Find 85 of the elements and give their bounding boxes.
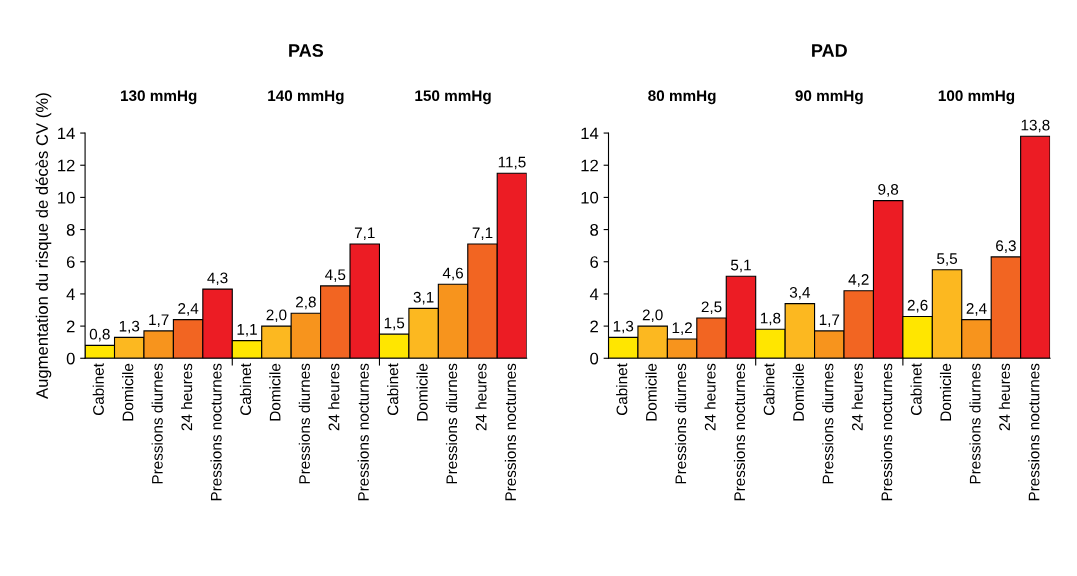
y-tick-label: 2 xyxy=(590,320,598,333)
data-label: 9,8 xyxy=(878,184,899,197)
y-tick-label: 2 xyxy=(66,320,75,333)
data-label: 5,5 xyxy=(937,253,958,266)
data-label: 2,5 xyxy=(701,301,722,315)
x-tick-label: Cabinet xyxy=(92,363,104,416)
x-tick-label: 24 heures xyxy=(328,363,340,431)
x-tick-label: Cabinet xyxy=(387,363,399,416)
x-tick-label: Pressions diurnes xyxy=(969,363,981,484)
chart-title: PAD xyxy=(812,44,847,57)
y-tick-label: 0 xyxy=(66,352,75,365)
y-tick-label: 0 xyxy=(590,352,599,365)
data-label: 0,8 xyxy=(89,328,110,342)
data-label: 2,4 xyxy=(966,303,987,316)
x-tick-label: Cabinet xyxy=(239,363,252,416)
data-label: 2,0 xyxy=(642,309,663,323)
x-tick-label: Domicile xyxy=(939,363,952,421)
y-tick-label: 4 xyxy=(589,288,599,300)
y-tick-label: 14 xyxy=(58,127,75,140)
data-label: 4,2 xyxy=(848,274,869,287)
x-tick-label: 24 heures xyxy=(851,363,863,431)
x-tick-label: Domicile xyxy=(792,363,804,421)
x-tick-label: Pressions diurnes xyxy=(445,363,458,484)
y-tick-label: 4 xyxy=(66,288,75,300)
y-tick-label: 14 xyxy=(581,127,599,140)
x-tick-label: Pressions nocturnes xyxy=(1028,363,1040,501)
data-label: 4,3 xyxy=(207,272,228,286)
x-tick-label: Pressions diurnes xyxy=(151,363,163,484)
text: 100 mmHg xyxy=(938,90,1015,105)
data-label: 1,8 xyxy=(760,312,781,326)
y-tick-label: 12 xyxy=(58,159,75,172)
x-tick-label: 24 heures xyxy=(475,363,487,431)
x-tick-label: Cabinet xyxy=(616,363,628,416)
data-label: 7,1 xyxy=(472,227,493,241)
data-label: 2,0 xyxy=(266,309,287,323)
x-tick-label: Cabinet xyxy=(763,363,775,416)
x-tick-label: Pressions nocturnes xyxy=(504,363,517,501)
data-label: 1,7 xyxy=(819,314,840,327)
y-tick-label: 6 xyxy=(590,256,599,268)
data-label: 1,1 xyxy=(237,324,257,337)
data-label: 2,4 xyxy=(178,303,199,316)
data-label: 2,6 xyxy=(907,299,928,313)
data-label: 7,1 xyxy=(354,227,375,241)
y-tick-label: 8 xyxy=(590,223,599,236)
data-label: 4,6 xyxy=(442,267,464,281)
data-label: 3,1 xyxy=(413,291,434,305)
x-tick-label: 24 heures xyxy=(998,363,1011,431)
data-label: 13,8 xyxy=(1021,119,1050,133)
y-tick-label: 10 xyxy=(58,191,75,204)
y-tick-label: 6 xyxy=(66,256,75,268)
x-tick-label: Domicile xyxy=(645,363,657,421)
data-label: 2,8 xyxy=(296,296,316,310)
y-axis-title: Augmentation du risque de décès CV (%) xyxy=(35,93,52,399)
y-tick-label: 8 xyxy=(66,223,75,236)
text: 80 mmHg xyxy=(648,90,716,105)
data-label: 1,3 xyxy=(119,320,140,334)
x-tick-label: Domicile xyxy=(269,363,281,421)
data-label: 6,3 xyxy=(996,240,1016,253)
y-tick-label: 10 xyxy=(581,191,599,204)
text: 130 mmHg xyxy=(121,90,197,105)
data-label: 4,5 xyxy=(325,269,346,282)
data-label: 11,5 xyxy=(498,156,526,170)
chart-title: PAS xyxy=(289,44,324,57)
x-tick-label: Pressions nocturnes xyxy=(210,363,222,501)
x-tick-label: Pressions nocturnes xyxy=(357,363,369,501)
data-label: 5,1 xyxy=(730,259,751,273)
text: 150 mmHg xyxy=(415,90,491,105)
x-tick-label: Pressions diurnes xyxy=(674,363,687,484)
x-tick-label: Domicile xyxy=(416,363,428,421)
text: 140 mmHg xyxy=(268,90,344,105)
x-tick-label: Pressions nocturnes xyxy=(733,363,746,501)
x-tick-label: 24 heures xyxy=(181,363,193,431)
x-tick-label: Pressions nocturnes xyxy=(881,363,893,501)
x-tick-label: Pressions diurnes xyxy=(298,363,310,484)
x-tick-label: Pressions diurnes xyxy=(822,363,834,484)
data-label: 1,5 xyxy=(384,317,405,331)
data-label: 3,4 xyxy=(789,286,811,300)
x-tick-label: 24 heures xyxy=(704,363,716,431)
x-tick-label: Domicile xyxy=(122,363,134,421)
text: 90 mmHg xyxy=(795,90,863,105)
y-tick-label: 12 xyxy=(581,159,598,172)
data-label: 1,2 xyxy=(672,322,692,335)
data-label: 1,7 xyxy=(149,314,169,327)
data-label: 1,3 xyxy=(613,320,634,334)
x-tick-label: Cabinet xyxy=(910,363,922,416)
